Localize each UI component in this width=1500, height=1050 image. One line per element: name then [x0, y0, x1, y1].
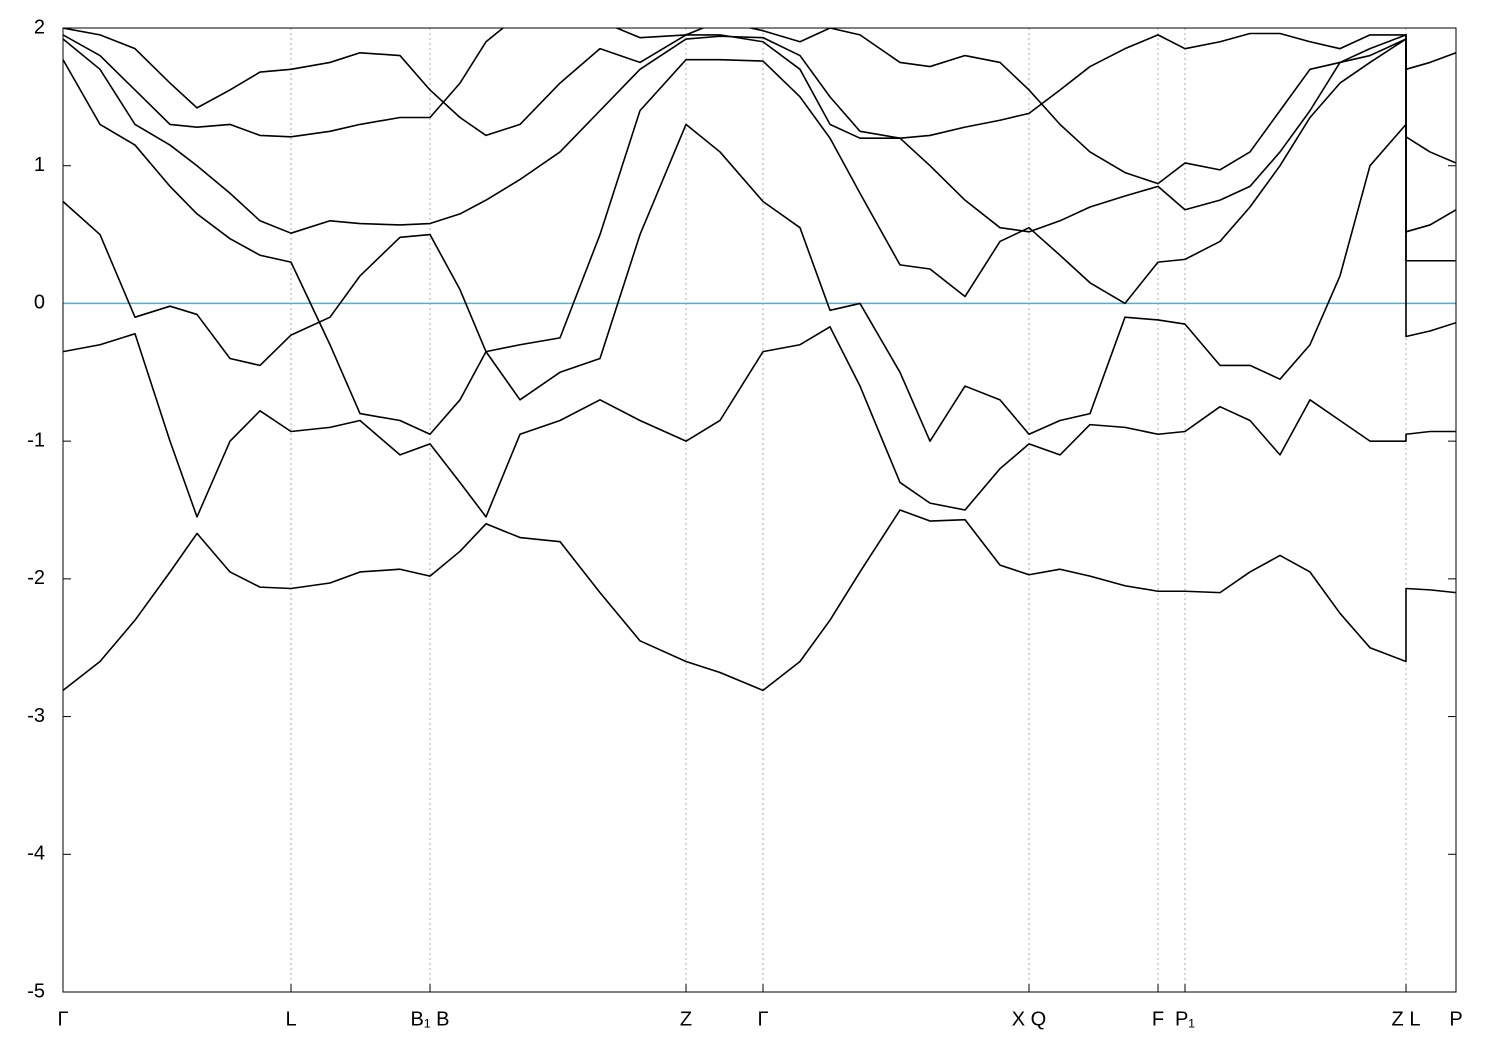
band-line	[63, 38, 1456, 436]
y-tick-label: -2	[27, 567, 45, 589]
x-tick-label: P₁	[1175, 1008, 1195, 1030]
y-tick-label: -3	[27, 705, 45, 727]
x-tick-label: F	[1152, 1008, 1164, 1030]
band-line	[63, 509, 1456, 692]
y-tick-label: 0	[34, 292, 45, 314]
x-tick-label: Z L	[1392, 1008, 1421, 1030]
band-line	[63, 326, 1456, 518]
plot-area	[63, 28, 1456, 692]
x-tick-label: Γ	[757, 1008, 768, 1030]
y-tick-label: 2	[34, 16, 45, 38]
band-line	[63, 28, 1456, 185]
y-tick-label: -5	[27, 980, 45, 1002]
x-tick-label: Γ	[57, 1008, 68, 1030]
plot-frame	[62, 27, 1457, 993]
axis-labels: -5 -4 -3 -2 -1 0 1 2 Γ L B₁ B Z Γ X Q F P₁ Z L P	[27, 16, 1462, 1030]
band-line	[63, 28, 1456, 164]
x-tick-label: P	[1449, 1008, 1462, 1030]
x-tick-label: L	[285, 1008, 296, 1030]
x-tick-label: B₁ B	[411, 1008, 450, 1030]
y-tick-label: 1	[34, 154, 45, 176]
x-tick-label: X Q	[1012, 1008, 1046, 1030]
x-tick-label: Z	[680, 1008, 692, 1030]
band-line	[63, 123, 1456, 442]
y-tick-label: -4	[27, 843, 45, 865]
band-line	[63, 35, 1456, 234]
y-tick-label: -1	[27, 429, 45, 451]
